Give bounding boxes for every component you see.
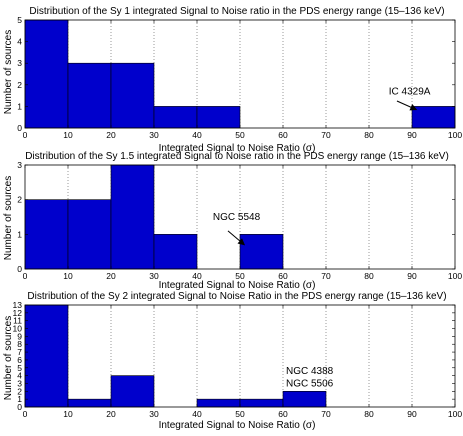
x-tick-label: 90 xyxy=(407,130,417,140)
y-tick-label: 0 xyxy=(17,123,22,133)
histogram-bar xyxy=(239,398,284,408)
x-axis-label: Integrated Signal to Noise Ratio (σ) xyxy=(159,420,316,431)
y-tick-label: 0 xyxy=(17,264,22,274)
histogram-bar xyxy=(110,62,155,129)
x-tick-label: 0 xyxy=(23,130,28,140)
histogram-bar xyxy=(67,398,112,408)
y-tick-label: 9 xyxy=(17,331,22,341)
annotation-label: IC 4329A xyxy=(389,87,431,98)
x-tick-label: 10 xyxy=(63,409,73,419)
x-tick-label: 20 xyxy=(106,130,116,140)
y-tick-label: 1 xyxy=(17,394,22,404)
x-axis-label: Integrated Signal to Noise Ratio (σ) xyxy=(159,280,316,291)
y-tick-label: 6 xyxy=(17,355,22,365)
y-tick-label: 2 xyxy=(17,80,22,90)
x-tick-label: 40 xyxy=(192,271,202,281)
panel-sy15: Distribution of the Sy 1.5 integrated Si… xyxy=(3,151,462,291)
x-axis-label: Integrated Signal to Noise Ratio (σ) xyxy=(159,143,316,154)
x-tick-label: 70 xyxy=(321,130,331,140)
x-tick-label: 70 xyxy=(321,271,331,281)
y-tick-label: 2 xyxy=(17,195,22,205)
y-tick-label: 1 xyxy=(17,101,22,111)
y-tick-label: 11 xyxy=(13,316,22,326)
panel-title: Distribution of the Sy 2 integrated Sign… xyxy=(27,291,446,302)
annotation-label: NGC 5548 xyxy=(213,212,261,223)
histogram-bar xyxy=(24,19,69,129)
histogram-bar xyxy=(24,304,69,408)
annotation-arrow xyxy=(396,100,418,111)
x-tick-label: 90 xyxy=(407,409,417,419)
histogram-bar xyxy=(153,234,198,270)
x-tick-label: 90 xyxy=(407,271,417,281)
histogram-bar xyxy=(282,391,327,408)
y-tick-label: 4 xyxy=(17,37,22,47)
y-tick-label: 5 xyxy=(17,15,22,25)
histogram-bar xyxy=(196,398,241,408)
y-tick-label: 3 xyxy=(17,160,22,170)
histogram-bar xyxy=(110,164,155,270)
x-tick-label: 80 xyxy=(364,271,374,281)
y-tick-label: 5 xyxy=(17,363,22,373)
x-tick-label: 20 xyxy=(106,271,116,281)
histogram-bar xyxy=(239,234,284,270)
y-tick-label: 8 xyxy=(17,339,22,349)
x-tick-label: 60 xyxy=(278,409,288,419)
histogram-bar xyxy=(153,106,198,129)
y-tick-label: 7 xyxy=(17,347,22,357)
x-tick-label: 30 xyxy=(149,409,159,419)
x-tick-label: 100 xyxy=(448,271,462,281)
y-tick-label: 2 xyxy=(17,386,22,396)
x-tick-label: 50 xyxy=(235,409,245,419)
histogram-bar xyxy=(24,199,69,270)
y-tick-label: 12 xyxy=(13,308,23,318)
histogram-bar xyxy=(67,62,112,129)
panel-sy1: Distribution of the Sy 1 integrated Sign… xyxy=(3,6,462,154)
panel-title: Distribution of the Sy 1.5 integrated Si… xyxy=(25,151,449,162)
y-tick-label: 1 xyxy=(17,229,22,239)
x-tick-label: 100 xyxy=(448,130,462,140)
histogram-bar xyxy=(67,199,112,270)
annotation-arrow xyxy=(227,230,246,246)
histogram-bar xyxy=(411,106,456,129)
x-tick-label: 50 xyxy=(235,271,245,281)
x-tick-label: 60 xyxy=(278,271,288,281)
x-tick-label: 80 xyxy=(364,130,374,140)
x-tick-label: 20 xyxy=(106,409,116,419)
y-axis-label: Number of sources xyxy=(3,176,14,260)
y-tick-label: 3 xyxy=(17,58,22,68)
x-tick-label: 40 xyxy=(192,409,202,419)
x-tick-label: 0 xyxy=(23,409,28,419)
x-tick-label: 40 xyxy=(192,130,202,140)
y-axis-label: Number of sources xyxy=(3,316,14,400)
x-tick-label: 0 xyxy=(23,271,28,281)
y-tick-label: 0 xyxy=(17,402,22,412)
x-tick-label: 10 xyxy=(63,271,73,281)
histogram-bar xyxy=(196,106,241,129)
x-tick-label: 30 xyxy=(149,271,159,281)
x-tick-label: 70 xyxy=(321,409,331,419)
annotation-label: NGC 5506 xyxy=(286,379,334,390)
panel-title: Distribution of the Sy 1 integrated Sign… xyxy=(29,6,444,17)
annotation-label: NGC 4388 xyxy=(286,366,334,377)
y-axis-label: Number of sources xyxy=(3,30,14,114)
x-tick-label: 60 xyxy=(278,130,288,140)
x-tick-label: 10 xyxy=(63,130,73,140)
y-tick-label: 3 xyxy=(17,378,22,388)
x-tick-label: 50 xyxy=(235,130,245,140)
x-tick-label: 30 xyxy=(149,130,159,140)
x-tick-label: 100 xyxy=(448,409,462,419)
x-tick-label: 80 xyxy=(364,409,374,419)
panel-sy2: Distribution of the Sy 2 integrated Sign… xyxy=(3,291,462,431)
y-tick-label: 4 xyxy=(17,371,22,381)
histogram-bar xyxy=(110,375,155,408)
y-tick-label: 10 xyxy=(13,324,23,334)
y-tick-label: 13 xyxy=(13,300,23,310)
